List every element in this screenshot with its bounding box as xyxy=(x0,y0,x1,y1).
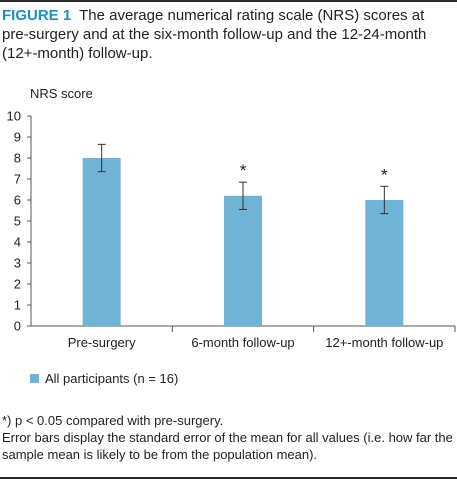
chart-bars xyxy=(82,158,404,326)
bar xyxy=(224,195,262,326)
bar xyxy=(82,158,121,326)
y-tick-label: 4 xyxy=(14,235,21,250)
significance-marker: * xyxy=(240,161,247,180)
error-bar-note: Error bars display the standard error of… xyxy=(2,430,453,462)
bar xyxy=(365,200,404,326)
x-tick-label: 6-month follow-up xyxy=(191,335,294,350)
y-tick-label: 7 xyxy=(14,172,21,187)
chart-error-bars xyxy=(97,143,389,215)
figure-caption-text: The average numerical rating scale (NRS)… xyxy=(2,7,427,62)
legend: All participants (n = 16) xyxy=(30,371,178,386)
x-tick-label: 12+-month follow-up xyxy=(325,335,443,350)
y-tick-label: 10 xyxy=(7,109,21,124)
x-tick-label: Pre-surgery xyxy=(68,335,136,350)
chart-labels: Pre-surgery * 6-month follow-up * 12+-month … xyxy=(68,161,444,350)
y-tick-label: 0 xyxy=(14,319,21,334)
footnotes: *) p < 0.05 compared with pre-surgery. E… xyxy=(2,412,454,463)
y-tick-label: 6 xyxy=(14,193,21,208)
legend-label: All participants (n = 16) xyxy=(45,371,179,386)
y-tick-label: 5 xyxy=(14,214,21,229)
top-rule xyxy=(0,0,457,2)
bottom-rule xyxy=(0,477,457,479)
figure-label: FIGURE 1 xyxy=(2,7,72,24)
y-tick-label: 9 xyxy=(14,130,21,145)
y-tick-label: 1 xyxy=(14,298,21,313)
figure-caption: FIGURE 1 The average numerical rating sc… xyxy=(2,6,452,63)
y-tick-label: 8 xyxy=(14,151,21,166)
significance-note: *) p < 0.05 compared with pre-surgery. xyxy=(2,413,224,428)
y-tick-label: 3 xyxy=(14,256,21,271)
legend-swatch xyxy=(30,374,39,383)
y-axis-label: NRS score xyxy=(30,86,93,101)
significance-marker: * xyxy=(381,165,388,184)
y-tick-label: 2 xyxy=(14,277,21,292)
